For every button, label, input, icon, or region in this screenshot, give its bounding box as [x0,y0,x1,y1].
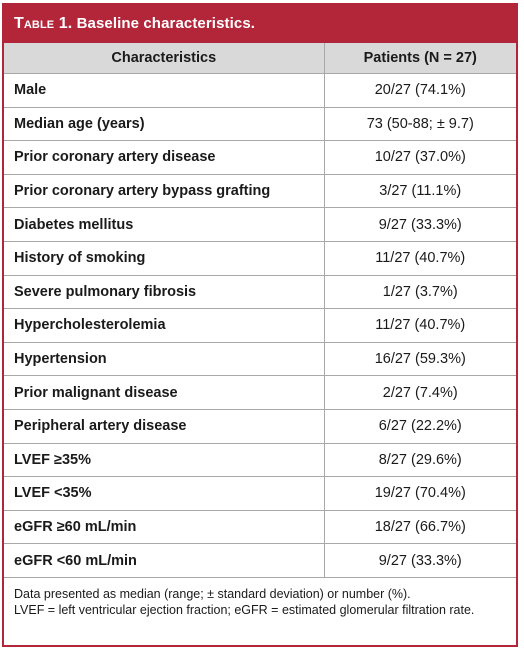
patients-value-cell: 1/27 (3.7%) [324,275,516,310]
characteristic-cell: Male [4,73,325,108]
table-row: Hypertension 16/27 (59.3%) [4,342,516,377]
table-row: History of smoking 11/27 (40.7%) [4,241,516,276]
table-row: Diabetes mellitus 9/27 (33.3%) [4,207,516,242]
characteristic-cell: LVEF <35% [4,476,325,511]
patients-value-cell: 8/27 (29.6%) [324,443,516,478]
characteristic-cell: Prior malignant disease [4,375,325,410]
characteristic-cell: Diabetes mellitus [4,207,325,242]
column-header-characteristics: Characteristics [4,43,325,74]
patients-value-cell: 11/27 (40.7%) [324,241,516,276]
patients-value-cell: 16/27 (59.3%) [324,342,516,377]
table-row: LVEF <35% 19/27 (70.4%) [4,476,516,511]
table-row: Male 20/27 (74.1%) [4,73,516,108]
table-row: eGFR <60 mL/min 9/27 (33.3%) [4,543,516,578]
table-title: Baseline characteristics. [76,15,256,32]
characteristic-cell: Median age (years) [4,107,325,142]
characteristic-cell: Peripheral artery disease [4,409,325,444]
characteristic-cell: Hypercholesterolemia [4,308,325,343]
table-title-bar: Table 1. Baseline characteristics. [4,5,516,43]
table-row: LVEF ≥35% 8/27 (29.6%) [4,443,516,478]
table-row: Prior coronary artery disease 10/27 (37.0… [4,140,516,175]
footnote-line-2: LVEF = left ventricular ejection fractio… [14,602,475,617]
table-row: Severe pulmonary fibrosis 1/27 (3.7%) [4,275,516,310]
patients-value-cell: 11/27 (40.7%) [324,308,516,343]
characteristic-cell: eGFR <60 mL/min [4,543,325,578]
patients-value-cell: 19/27 (70.4%) [324,476,516,511]
table-row: Peripheral artery disease 6/27 (22.2%) [4,409,516,444]
patients-value-cell: 10/27 (37.0%) [324,140,516,175]
header-row: Characteristics Patients (N = 27) [4,43,516,74]
table-row: Median age (years) 73 (50-88; ± 9.7) [4,107,516,142]
characteristic-cell: Severe pulmonary fibrosis [4,275,325,310]
characteristic-cell: Hypertension [4,342,325,377]
patients-value-cell: 18/27 (66.7%) [324,510,516,545]
characteristic-cell: eGFR ≥60 mL/min [4,510,325,545]
patients-value-cell: 9/27 (33.3%) [324,207,516,242]
table-row: Prior malignant disease 2/27 (7.4%) [4,375,516,410]
patients-value-cell: 6/27 (22.2%) [324,409,516,444]
table-row: eGFR ≥60 mL/min 18/27 (66.7%) [4,510,516,545]
table-footnote: Data presented as median (range; ± stand… [4,578,516,618]
table-frame: Table 1. Baseline characteristics. Chara… [2,3,518,647]
column-header-patients: Patients (N = 27) [324,43,516,74]
characteristic-cell: Prior coronary artery disease [4,140,325,175]
footnote-line-1: Data presented as median (range; ± stand… [14,586,411,601]
baseline-characteristics-table: Characteristics Patients (N = 27) Male 20… [4,43,516,578]
patients-value-cell: 73 (50-88; ± 9.7) [324,107,516,142]
patients-value-cell: 20/27 (74.1%) [324,73,516,108]
characteristic-cell: History of smoking [4,241,325,276]
characteristic-cell: Prior coronary artery bypass grafting [4,174,325,209]
patients-value-cell: 9/27 (33.3%) [324,543,516,578]
patients-value-cell: 3/27 (11.1%) [324,174,516,209]
characteristic-cell: LVEF ≥35% [4,443,325,478]
patients-value-cell: 2/27 (7.4%) [324,375,516,410]
table-row: Prior coronary artery bypass grafting 3/2… [4,174,516,209]
table-row: Hypercholesterolemia 11/27 (40.7%) [4,308,516,343]
table-label: Table 1. [14,15,73,32]
